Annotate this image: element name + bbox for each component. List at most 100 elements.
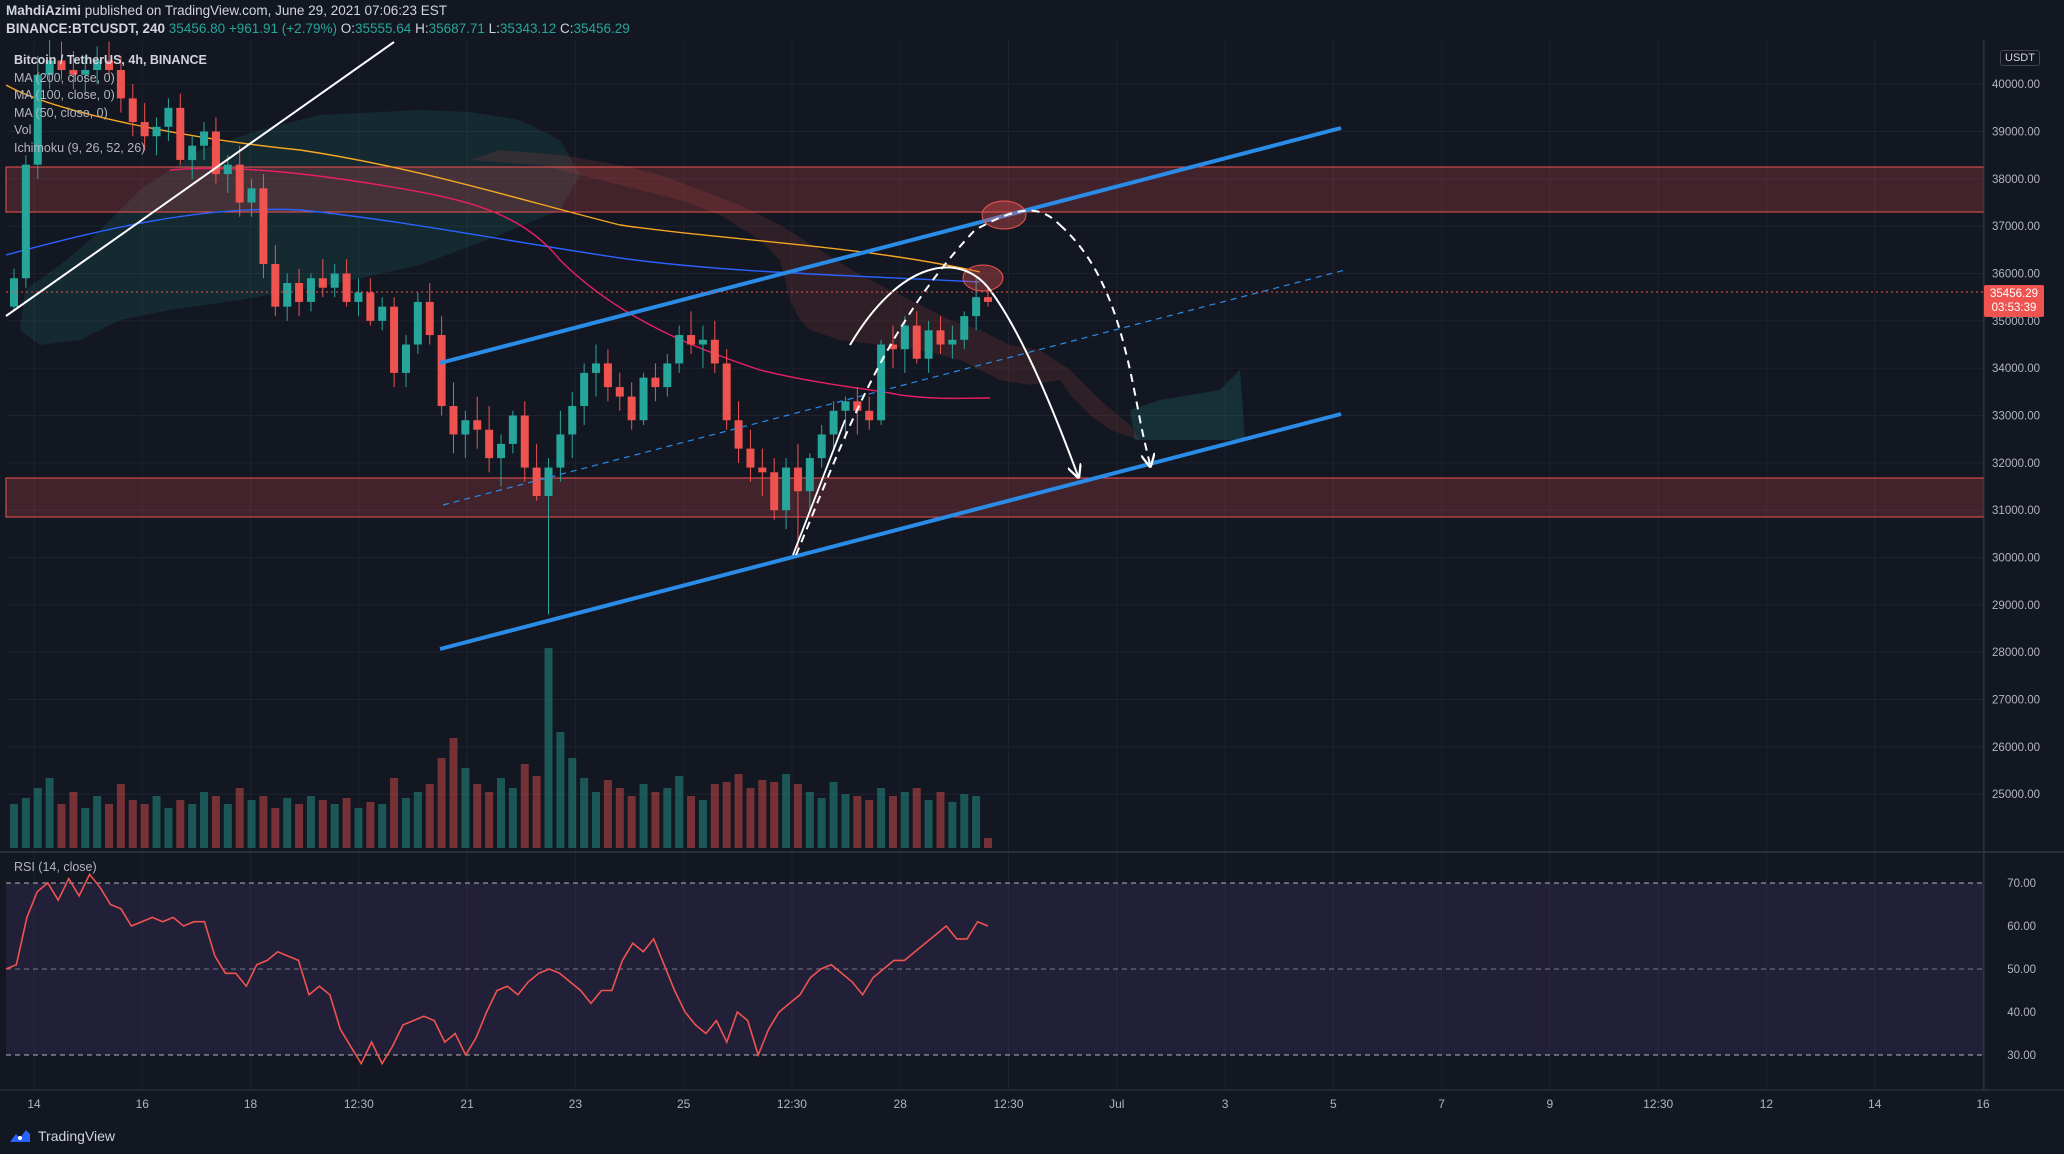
- candle-body: [782, 467, 791, 511]
- legend-symbol[interactable]: Bitcoin / TetherUS, 4h, BINANCE: [14, 53, 207, 67]
- time-tick-label: 12:30: [1643, 1097, 1673, 1111]
- price-tick-label: 30000.00: [1992, 552, 2040, 564]
- rsi-tick-label: 70.00: [2007, 878, 2036, 890]
- rejection-circle-lower: [962, 264, 1004, 292]
- volume-bar: [93, 796, 102, 848]
- time-tick-label: 16: [1976, 1097, 1990, 1111]
- candle-body: [81, 70, 90, 75]
- candle-body: [45, 60, 54, 75]
- time-tick-label: Jul: [1109, 1097, 1124, 1111]
- badge-countdown: 03:53:39: [1991, 302, 2037, 314]
- time-tick-label: 7: [1438, 1097, 1445, 1111]
- time-tick-label: 21: [460, 1097, 474, 1111]
- low-label: L:: [488, 21, 500, 36]
- legend-volume[interactable]: Vol: [14, 123, 32, 137]
- volume-bar: [746, 788, 755, 848]
- legend-ma50[interactable]: MA (50, close, 0): [14, 105, 108, 120]
- price-tick-label: 36000.00: [1992, 269, 2040, 281]
- time-tick-label: 25: [677, 1097, 691, 1111]
- channel-upper-line: [439, 126, 1342, 365]
- volume-bar: [936, 792, 945, 848]
- candle-body: [758, 467, 767, 473]
- candle-body: [912, 325, 921, 359]
- ohlc-line: BINANCE:BTCUSDT, 240 35456.80 +961.91 (+…: [6, 21, 630, 36]
- high-value: 35687.71: [428, 21, 485, 36]
- volume-bar: [497, 778, 505, 848]
- time-tick-label: 12: [1760, 1097, 1774, 1111]
- volume-bar: [948, 802, 957, 848]
- candle-body: [330, 273, 339, 288]
- rsi-tick-label: 50.00: [2007, 964, 2036, 976]
- candle-body: [283, 282, 292, 307]
- volume-bar: [295, 804, 304, 848]
- volume-bar: [223, 804, 232, 848]
- candle-body: [984, 297, 992, 302]
- candle-body: [710, 339, 719, 364]
- rsi-pane: [0, 851, 2064, 1066]
- currency-badge[interactable]: USDT: [2000, 50, 2040, 66]
- grid-lines: [6, 40, 1984, 1090]
- candle-body: [437, 335, 446, 407]
- candle-body: [651, 377, 660, 388]
- tradingview-brand[interactable]: TradingView: [8, 1128, 115, 1144]
- candle-body: [520, 415, 529, 468]
- candle-body: [627, 396, 636, 421]
- support-zone: [5, 477, 1985, 518]
- volume-bar: [188, 804, 197, 848]
- candle-body: [164, 107, 173, 127]
- rsi-band: [6, 883, 1984, 1055]
- volume-bar: [33, 788, 42, 848]
- price-tick-label: 27000.00: [1992, 694, 2040, 706]
- legend-ichimoku[interactable]: Ichimoku (9, 26, 52, 26): [14, 140, 146, 155]
- legend-ma100[interactable]: MA (100, close, 0): [14, 88, 115, 102]
- candle-body: [235, 164, 244, 203]
- candle-body: [770, 472, 779, 511]
- candle-body: [556, 434, 565, 468]
- volume-bar: [271, 808, 280, 848]
- volume-bar: [627, 796, 636, 848]
- volume-bar: [698, 800, 707, 848]
- price-tick-label: 32000.00: [1992, 458, 2040, 470]
- time-tick-label: 16: [136, 1097, 150, 1111]
- volume-bar: [473, 784, 482, 848]
- candle-body: [948, 339, 957, 345]
- volume-bar: [651, 792, 660, 848]
- price-axis-labels: 40000.00 39000.00 38000.00 37000.00 36000.00…: [1992, 79, 2040, 801]
- indicator-legend: Bitcoin / TetherUS, 4h, BINANCE MA (200,…: [14, 52, 207, 157]
- trend-line-white: [5, 41, 395, 317]
- publish-info: published on TradingView.com, June 29, 2…: [84, 3, 448, 18]
- time-tick-label: 23: [569, 1097, 583, 1111]
- rsi-legend[interactable]: RSI (14, close): [14, 860, 97, 874]
- volume-bar: [10, 804, 18, 848]
- close-label: C:: [560, 21, 574, 36]
- price-tick-label: 28000.00: [1992, 647, 2040, 659]
- candle-body: [687, 335, 696, 345]
- tradingview-logo-icon: [10, 1130, 30, 1142]
- low-value: 35343.12: [499, 21, 557, 36]
- channel-mid-line: [442, 269, 1346, 506]
- high-label: H:: [415, 21, 429, 36]
- time-tick-label: 28: [894, 1097, 908, 1111]
- candle-body: [865, 410, 874, 421]
- volume-bar: [45, 778, 54, 848]
- author-name[interactable]: MahdiAzimi: [6, 3, 82, 18]
- volume-bar: [342, 798, 351, 848]
- time-tick-label: 14: [27, 1097, 41, 1111]
- volume-bar: [437, 758, 446, 848]
- price-change: +961.91 (+2.79%): [228, 21, 337, 36]
- drawing-annotations: [5, 41, 1346, 651]
- price-tick-label: 29000.00: [1992, 600, 2040, 612]
- volume-bar: [485, 792, 494, 848]
- candle-body: [580, 372, 589, 407]
- volume-bar: [128, 800, 137, 848]
- candle-body: [318, 278, 327, 288]
- candle-body: [425, 301, 434, 336]
- time-tick-label: 3: [1222, 1097, 1229, 1111]
- volume-bar: [734, 774, 743, 848]
- volume-bar: [520, 764, 529, 848]
- legend-ma200[interactable]: MA (200, close, 0): [14, 70, 115, 85]
- candle-body: [936, 330, 945, 345]
- candle-body: [413, 301, 422, 345]
